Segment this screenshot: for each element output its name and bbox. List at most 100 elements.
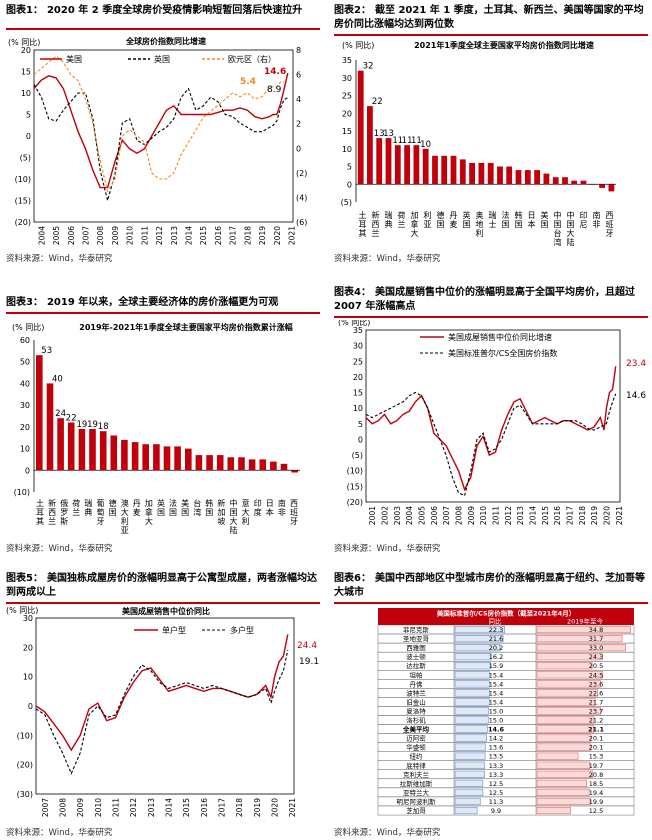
- yoy-data-bar: [454, 635, 504, 643]
- y-tick-label: (10): [17, 731, 33, 740]
- category-label-char: 丹: [133, 499, 141, 508]
- category-label-char: 台: [193, 498, 201, 508]
- category-label-char: 国: [181, 508, 189, 517]
- x-tick-label: 2020: [273, 226, 282, 245]
- y2-tick-label: (2): [296, 169, 307, 178]
- figure-1-title: 图表1： 2020 年 2 季度全球房价受疫情影响短暂回落后快速拉升: [6, 4, 320, 18]
- table-city: 菲尼克斯: [403, 625, 430, 634]
- y-tick-label: 30: [353, 342, 363, 351]
- x-tick-label: 2004: [405, 506, 414, 525]
- chart-title: 2021年1季度全球主要国家平均房价指数同比增速: [414, 40, 594, 50]
- figure-number: 图表1：: [6, 5, 43, 16]
- since2019-data-bar: [536, 779, 587, 787]
- y-tick-label: (5): [341, 198, 352, 207]
- table-row: [377, 805, 635, 816]
- y-tick-label: 15: [342, 127, 352, 136]
- since2019-value: 23.6: [589, 680, 603, 688]
- category-label-char: 耳: [36, 508, 44, 517]
- category-label-char: 本: [528, 219, 536, 229]
- category-label-char: 湾: [193, 507, 201, 517]
- category-label-char: 罗: [60, 508, 68, 517]
- category-label-char: 麦: [133, 507, 141, 517]
- table-city: 全美平均: [402, 725, 430, 734]
- category-label-char: 典: [84, 507, 92, 517]
- category-label: 台湾: [193, 498, 201, 517]
- y-tick-label: 15: [21, 68, 31, 77]
- table-title: 美国标准普尔/CS房价指数（截至2021年4月）: [437, 609, 576, 618]
- bar: [121, 439, 128, 471]
- since2019-data-bar: [536, 680, 601, 688]
- figure-title: 2019 年以来，全球主要经济体的房价涨幅更为可观: [46, 297, 279, 308]
- x-tick-label: 2014: [528, 506, 537, 525]
- category-label-char: 南: [593, 210, 601, 220]
- x-tick-label: 2011: [140, 226, 149, 245]
- annotation-label: 14.6: [264, 67, 286, 77]
- since2019-data-bar: [536, 725, 594, 733]
- y-tick-label: 60: [20, 336, 30, 345]
- figure-title: 美国独栋成屋房价的涨幅明显高于公寓型成屋，两者涨幅均达到两成以上: [6, 573, 317, 598]
- since2019-value: 31.7: [589, 635, 603, 643]
- x-tick-label: 2012: [155, 226, 164, 245]
- category-label-char: 国: [567, 220, 575, 229]
- since2019-data-bar: [536, 635, 623, 643]
- x-tick-label: 2014: [185, 226, 194, 245]
- since2019-value: 18.5: [589, 780, 603, 788]
- category-label-char: 葡: [97, 498, 105, 508]
- category-label: 荷兰: [398, 210, 406, 229]
- category-label: 瑞典: [84, 498, 92, 517]
- category-label-char: 班: [606, 219, 614, 229]
- category-label-char: 国: [109, 508, 117, 517]
- category-label-char: 大: [567, 228, 575, 238]
- x-tick-label: 2007: [41, 798, 50, 817]
- x-tick-label: 2012: [129, 798, 138, 817]
- since2019-value: 19.9: [589, 798, 603, 806]
- category-label-char: 度: [254, 507, 262, 517]
- bar: [153, 444, 160, 471]
- yoy-value: 21.6: [489, 635, 503, 643]
- bar: [487, 162, 494, 185]
- table-city: 拉斯维加斯: [400, 779, 433, 788]
- category-label-char: 牙: [97, 517, 105, 526]
- bar-value-label: 24: [55, 409, 66, 419]
- bar: [534, 170, 540, 185]
- bar: [46, 383, 54, 471]
- yoy-value: 20.2: [489, 644, 503, 652]
- yoy-value: 11.3: [489, 798, 503, 806]
- yoy-data-bar: [454, 797, 481, 806]
- bar: [357, 70, 364, 185]
- bar-value-label: 10: [420, 140, 431, 150]
- figure-6: 图表6： 美国中西部地区中型城市房价的涨幅明显高于纽约、芝加哥等大城市 美国标准普…: [334, 572, 648, 838]
- table-city: 波特兰: [406, 688, 426, 697]
- y-tick-label: 40: [20, 379, 30, 388]
- x-tick-label: 2019: [258, 226, 267, 245]
- title-rule: [6, 28, 320, 30]
- bar-value-label: 11: [392, 136, 403, 146]
- yoy-data-bar: [454, 662, 491, 670]
- category-label-char: 土: [359, 210, 367, 220]
- yoy-value: 13.3: [489, 762, 503, 770]
- since2019-data-bar: [536, 662, 593, 670]
- x-tick-label: 2002: [380, 506, 389, 525]
- since2019-value: 20.8: [589, 771, 603, 779]
- bar-value-label: 53: [41, 346, 52, 356]
- x-tick-label: 2018: [243, 226, 252, 245]
- category-label: 韩国: [205, 498, 213, 517]
- category-label-char: 西: [372, 220, 380, 229]
- series-line-1: [365, 391, 617, 497]
- source-note: 资料来源：Wind，华泰研究: [334, 254, 441, 264]
- series-line-0: [33, 73, 289, 189]
- annotation-label: 19.1: [299, 657, 319, 667]
- x-tick-label: 2006: [430, 506, 439, 525]
- category-label-char: 德: [109, 498, 117, 508]
- yoy-value: 13.3: [489, 771, 503, 779]
- y-tick-label: 15: [353, 389, 363, 398]
- bar: [459, 159, 466, 185]
- category-label-char: 美: [541, 210, 549, 220]
- since2019-value: 34.8: [589, 626, 603, 634]
- category-label-char: 湾: [554, 237, 562, 247]
- category-label-char: 瑞: [489, 210, 497, 220]
- y-axis-label: (% 同比): [342, 40, 374, 50]
- figure-3: 图表3： 2019 年以来，全球主要经济体的房价涨幅更为可观 2019年-2021…: [6, 296, 320, 558]
- category-label-char: 国: [437, 220, 445, 229]
